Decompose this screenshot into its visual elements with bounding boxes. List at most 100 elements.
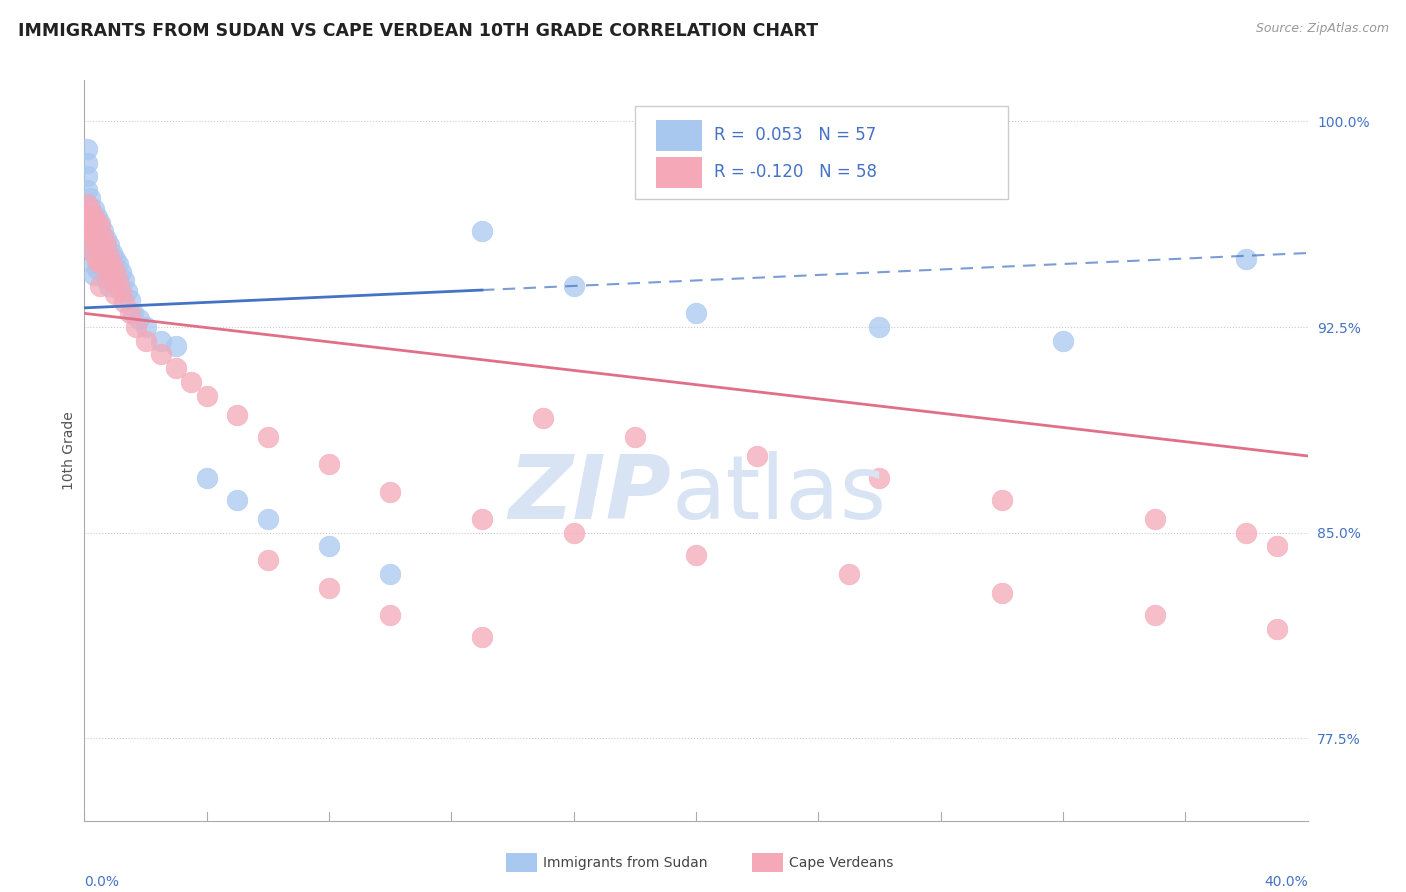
Text: Source: ZipAtlas.com: Source: ZipAtlas.com: [1256, 22, 1389, 36]
Text: Cape Verdeans: Cape Verdeans: [789, 855, 893, 870]
Point: [120, 293, 142, 307]
Point: [104, 287, 127, 301]
Point: [257, 430, 280, 444]
Point: [685, 306, 707, 320]
Point: [101, 246, 124, 260]
Point: [94, 260, 117, 274]
Point: [86, 254, 108, 268]
Point: [89, 257, 111, 271]
Point: [107, 273, 129, 287]
Point: [624, 430, 647, 444]
Point: [83, 246, 105, 260]
Text: Immigrants from Sudan: Immigrants from Sudan: [543, 855, 707, 870]
Point: [838, 566, 860, 581]
Bar: [655, 120, 702, 151]
Point: [97, 237, 120, 252]
Point: [79, 202, 101, 216]
Point: [79, 202, 101, 216]
Point: [318, 581, 340, 595]
Point: [165, 339, 187, 353]
Bar: [655, 156, 702, 187]
Point: [83, 219, 105, 233]
Point: [107, 257, 129, 271]
Point: [1143, 607, 1166, 622]
Point: [685, 548, 707, 562]
Point: [104, 273, 127, 287]
Point: [79, 219, 101, 233]
Point: [991, 586, 1014, 600]
Point: [318, 457, 340, 471]
Point: [83, 232, 105, 246]
Text: ZIP: ZIP: [509, 451, 672, 539]
Point: [1236, 525, 1258, 540]
Point: [135, 320, 157, 334]
Text: atlas: atlas: [672, 451, 887, 539]
Point: [562, 279, 585, 293]
Text: 0.0%: 0.0%: [84, 875, 120, 889]
Point: [86, 246, 108, 260]
Point: [380, 566, 402, 581]
Point: [97, 249, 120, 263]
Point: [257, 512, 280, 526]
Point: [1052, 334, 1074, 348]
Point: [165, 361, 187, 376]
Point: [86, 235, 108, 249]
Point: [83, 257, 105, 271]
Text: R = -0.120   N = 58: R = -0.120 N = 58: [714, 163, 877, 181]
Point: [112, 295, 135, 310]
Point: [97, 270, 120, 285]
Text: 40.0%: 40.0%: [1264, 875, 1308, 889]
Point: [991, 492, 1014, 507]
Point: [149, 334, 172, 348]
Point: [101, 268, 124, 282]
Point: [89, 216, 111, 230]
Point: [115, 285, 138, 299]
Point: [120, 306, 142, 320]
Point: [97, 257, 120, 271]
Point: [869, 471, 891, 485]
Point: [86, 216, 108, 230]
Point: [380, 607, 402, 622]
Point: [79, 191, 101, 205]
Point: [1265, 540, 1288, 554]
Point: [380, 484, 402, 499]
Point: [110, 285, 132, 299]
Point: [195, 389, 218, 403]
Point: [531, 410, 554, 425]
Point: [257, 553, 280, 567]
Point: [104, 265, 127, 279]
FancyBboxPatch shape: [636, 106, 1008, 199]
Point: [1265, 622, 1288, 636]
Point: [869, 320, 891, 334]
Point: [91, 246, 114, 260]
Point: [101, 257, 124, 271]
Point: [76, 169, 98, 184]
Point: [89, 237, 111, 252]
Point: [94, 232, 117, 246]
Point: [91, 252, 114, 266]
Point: [562, 525, 585, 540]
Point: [86, 262, 108, 277]
Point: [89, 257, 111, 271]
Point: [86, 229, 108, 244]
Point: [1236, 252, 1258, 266]
Point: [76, 211, 98, 225]
Point: [125, 320, 148, 334]
Point: [195, 471, 218, 485]
Point: [471, 512, 494, 526]
Point: [89, 219, 111, 233]
Point: [149, 347, 172, 361]
Point: [83, 202, 105, 216]
Point: [91, 265, 114, 279]
Point: [89, 279, 111, 293]
Point: [122, 306, 145, 320]
Point: [110, 265, 132, 279]
Point: [1143, 512, 1166, 526]
Point: [76, 155, 98, 169]
Point: [226, 408, 249, 422]
Point: [747, 449, 769, 463]
Point: [83, 246, 105, 260]
Point: [471, 630, 494, 644]
Point: [318, 540, 340, 554]
Point: [97, 279, 120, 293]
